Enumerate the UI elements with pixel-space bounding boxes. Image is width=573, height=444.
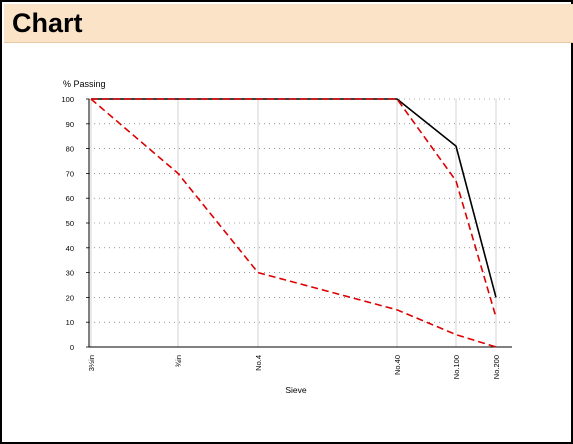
x-tick-label: No.200 [492,355,501,379]
x-tick-label: No.40 [393,355,402,375]
y-tick-label: 50 [66,219,74,228]
y-tick-label: 0 [70,343,74,352]
series-line-3 [90,98,497,348]
window-header: Chart [4,4,573,43]
x-axis-label: Sieve [285,385,307,395]
x-tick-label: No.100 [452,355,461,379]
series-lines [90,98,497,348]
series-line-2 [91,98,497,318]
x-tick-labels: 3½in ¾in No.4 No.40 No.100 No.200 [87,355,501,379]
x-tick-label: No.4 [254,355,263,371]
y-tick-label: 80 [66,145,74,154]
y-tick-label: 90 [66,120,74,129]
y-tick-label: 20 [66,293,74,302]
x-tick-label: 3½in [87,355,96,371]
series-line-1 [91,98,497,298]
window-title: Chart [12,8,83,38]
y-tick-labels: 0 10 20 30 40 50 60 70 80 90 100 [61,95,89,352]
y-tick-label: 70 [66,169,74,178]
y-tick-label: 60 [66,194,74,203]
x-tick-label: ¾in [174,355,183,367]
grid-lines [89,98,512,347]
y-tick-label: 30 [66,269,74,278]
y-tick-label: 40 [66,244,74,253]
y-axis-label: % Passing [63,79,106,89]
axes [88,99,512,348]
y-tick-label: 100 [61,95,74,104]
y-tick-label: 10 [66,318,74,327]
